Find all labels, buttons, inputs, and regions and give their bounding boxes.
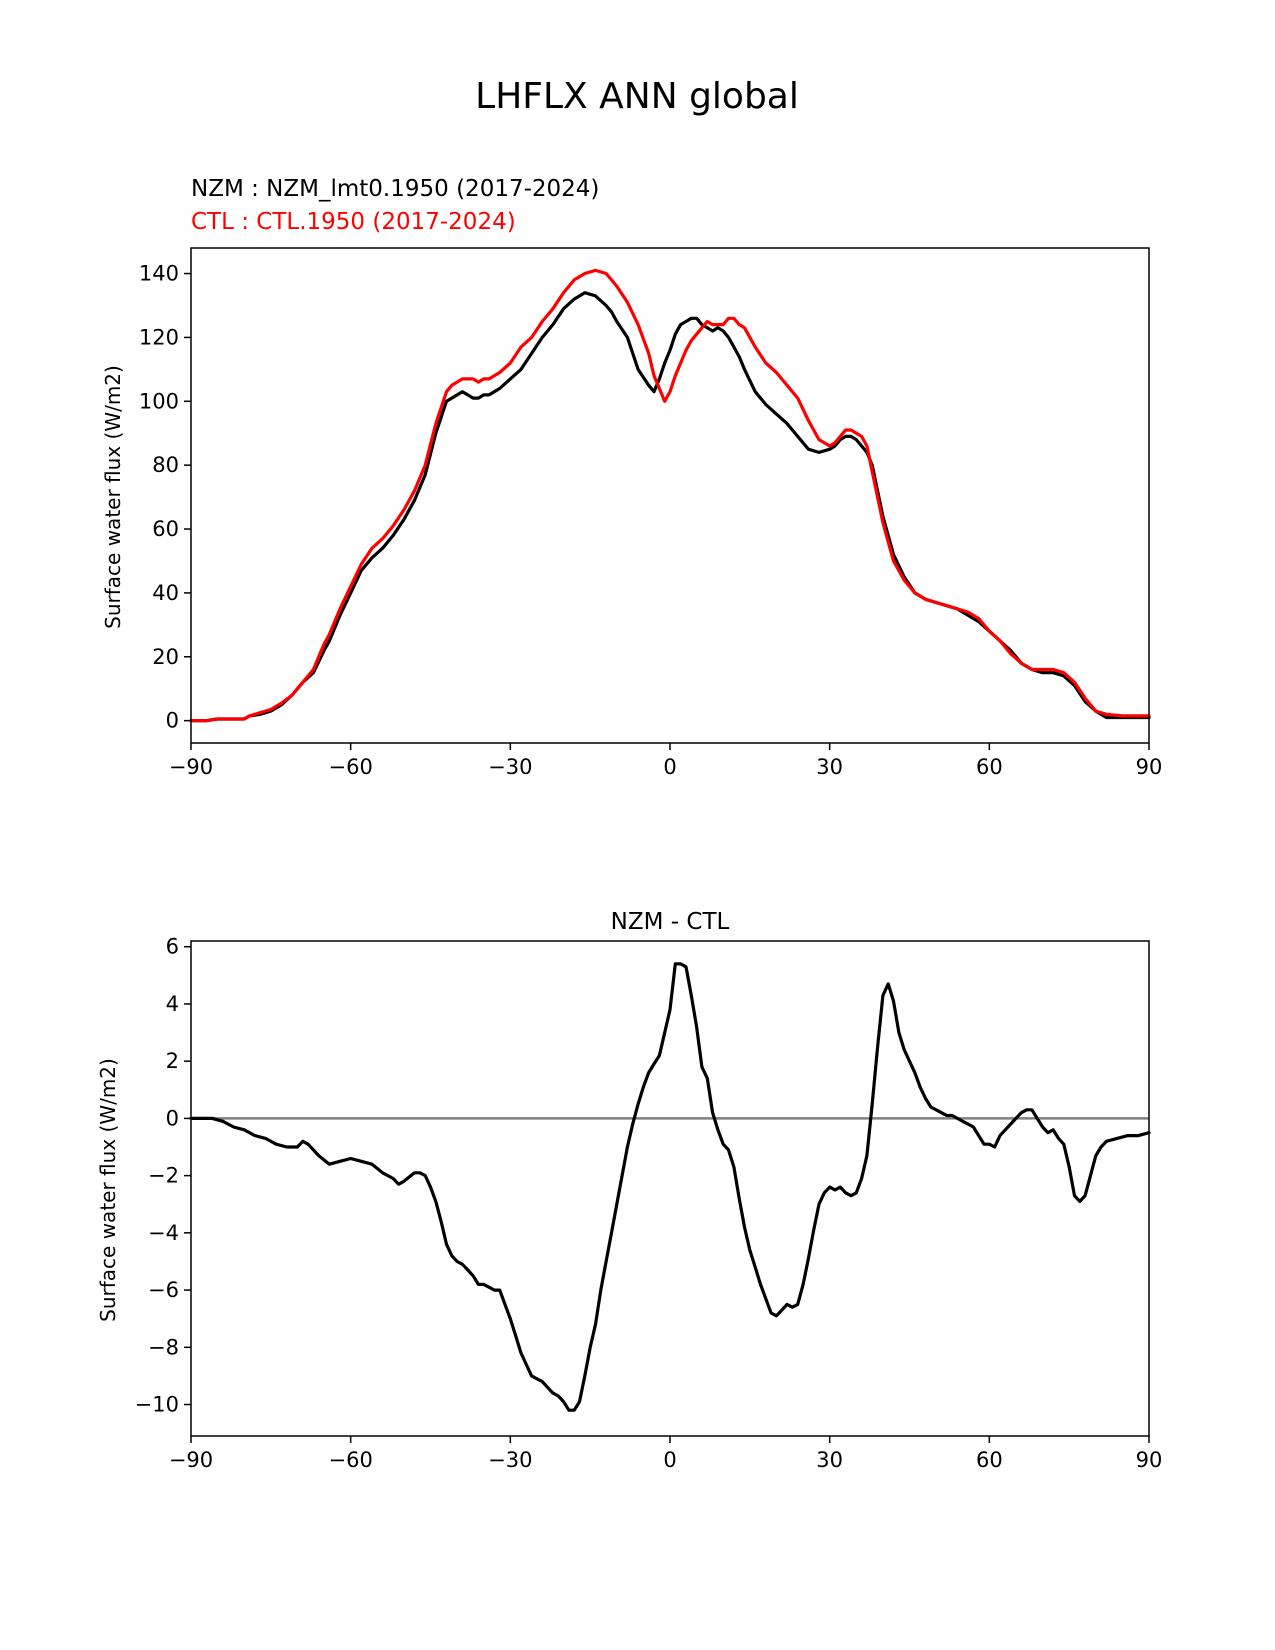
top-x-tick-label: 30 bbox=[816, 755, 843, 779]
top-y-tick-label: 100 bbox=[139, 389, 179, 413]
top-y-axis-label: Surface water flux (W/m2) bbox=[101, 365, 125, 629]
top-chart-panel: NZM : NZM_lmt0.1950 (2017-2024) CTL : CT… bbox=[101, 176, 1162, 779]
top-y-tick-label: 40 bbox=[152, 581, 179, 605]
top-x-tick-label: 60 bbox=[976, 755, 1003, 779]
bottom-x-tick-label: 0 bbox=[663, 1448, 676, 1472]
bottom-series-layer bbox=[189, 962, 1151, 1412]
bottom-x-tick-label: −60 bbox=[329, 1448, 373, 1472]
bottom-plot-frame bbox=[190, 940, 1150, 1437]
bottom-x-tick-label: 90 bbox=[1136, 1448, 1163, 1472]
bottom-y-tick-label: −2 bbox=[148, 1164, 179, 1188]
top-series-layer bbox=[189, 268, 1151, 723]
top-y-tick-label: 140 bbox=[139, 262, 179, 286]
bottom-tick-layer: −90 −60 −30 0 30 60 90 −10 −8 −6 −4 −2 0 2 4 6 bbox=[135, 935, 1163, 1472]
top-y-tick-label: 60 bbox=[152, 517, 179, 541]
bottom-y-tick-label: −10 bbox=[135, 1393, 179, 1417]
figure-title: LHFLX ANN global bbox=[475, 76, 799, 117]
top-x-tick-label: −30 bbox=[488, 755, 532, 779]
top-y-tick-label: 20 bbox=[152, 645, 179, 669]
bottom-y-tick-label: −6 bbox=[148, 1278, 179, 1302]
bottom-x-tick-label: −30 bbox=[488, 1448, 532, 1472]
legend-nzm: NZM : NZM_lmt0.1950 (2017-2024) bbox=[191, 176, 599, 202]
top-x-tick-label: 0 bbox=[663, 755, 676, 779]
top-y-tick-label: 120 bbox=[139, 325, 179, 349]
bottom-y-tick-label: −4 bbox=[148, 1221, 179, 1245]
top-x-tick-label: −90 bbox=[169, 755, 213, 779]
bottom-y-tick-label: 0 bbox=[166, 1106, 179, 1130]
bottom-y-tick-label: 2 bbox=[166, 1049, 179, 1073]
bottom-y-tick-label: −8 bbox=[148, 1335, 179, 1359]
top-series-ctl bbox=[189, 268, 1151, 723]
top-x-tick-label: 90 bbox=[1136, 755, 1163, 779]
bottom-x-tick-label: −90 bbox=[169, 1448, 213, 1472]
bottom-chart-panel: NZM - CTL Surface water flux (W/m2) −90−… bbox=[96, 909, 1162, 1472]
bottom-y-axis-label: Surface water flux (W/m2) bbox=[96, 1058, 120, 1322]
top-plot-frame bbox=[190, 247, 1150, 744]
bottom-x-tick-label: 60 bbox=[976, 1448, 1003, 1472]
bottom-y-tick-label: 6 bbox=[166, 935, 179, 959]
legend-ctl: CTL : CTL.1950 (2017-2024) bbox=[191, 209, 516, 235]
bottom-series-nzm-ctl bbox=[189, 962, 1151, 1412]
top-y-tick-label: 0 bbox=[166, 709, 179, 733]
bottom-y-tick-label: 4 bbox=[166, 992, 179, 1016]
bottom-chart-title: NZM - CTL bbox=[611, 909, 730, 935]
top-tick-layer: −90 −60 −30 0 30 60 90 0 20 40 60 80 100 120 140 bbox=[139, 262, 1162, 779]
bottom-x-tick-label: 30 bbox=[816, 1448, 843, 1472]
top-y-tick-label: 80 bbox=[152, 453, 179, 477]
top-x-tick-label: −60 bbox=[329, 755, 373, 779]
